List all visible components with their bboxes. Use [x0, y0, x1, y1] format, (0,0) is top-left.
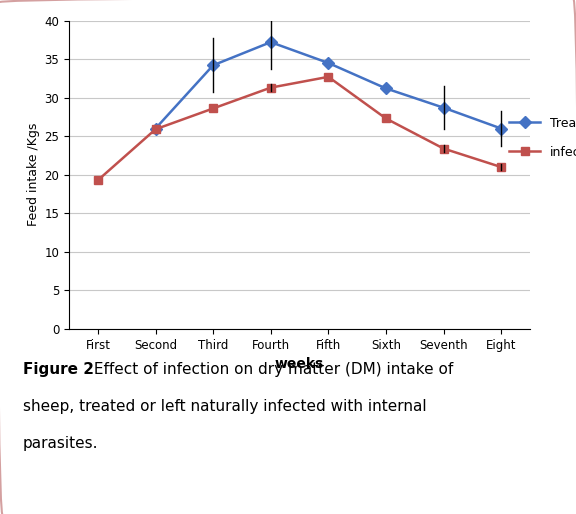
Text: sheep, treated or left naturally infected with internal: sheep, treated or left naturally infecte…	[23, 399, 427, 414]
Treated	[382, 85, 389, 91]
Treated	[267, 39, 274, 45]
Line: Treated: Treated	[151, 38, 505, 133]
infected	[498, 164, 505, 170]
X-axis label: weeks: weeks	[275, 357, 324, 371]
Treated	[152, 125, 159, 132]
Legend: Treated, infected: Treated, infected	[504, 112, 576, 164]
infected	[440, 145, 447, 152]
infected	[325, 74, 332, 80]
Text: parasites.: parasites.	[23, 436, 98, 451]
Y-axis label: Feed intake /Kgs: Feed intake /Kgs	[27, 123, 40, 227]
Treated	[210, 62, 217, 68]
Treated	[325, 60, 332, 66]
Text: Effect of infection on dry matter (DM) intake of: Effect of infection on dry matter (DM) i…	[89, 362, 453, 377]
infected	[94, 177, 101, 183]
infected	[267, 84, 274, 90]
infected	[152, 126, 159, 133]
Line: infected: infected	[94, 72, 505, 185]
Treated	[440, 105, 447, 111]
infected	[382, 115, 389, 121]
Text: Figure 2: Figure 2	[23, 362, 94, 377]
infected	[210, 105, 217, 112]
Treated	[498, 125, 505, 132]
